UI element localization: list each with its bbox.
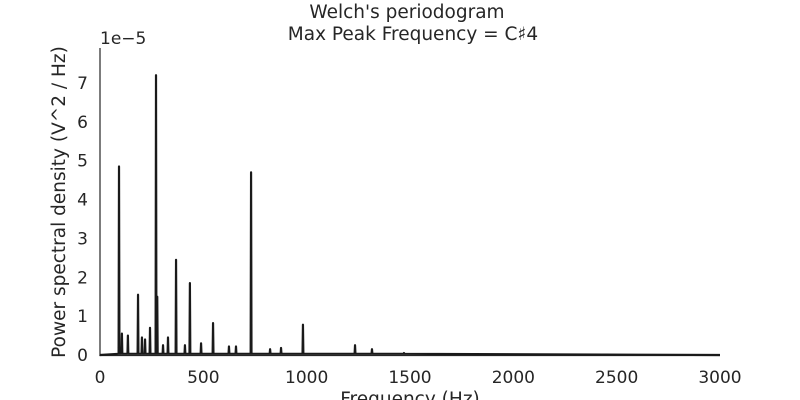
x-tick-label: 1000 xyxy=(285,368,328,388)
x-axis-label: Frequency (Hz) xyxy=(340,389,480,400)
chart-title: Welch's periodogram xyxy=(309,2,504,23)
chart-subtitle: Max Peak Frequency = C♯4 xyxy=(288,24,538,45)
x-tick-label: 1500 xyxy=(388,368,431,388)
y-tick-label: 0 xyxy=(77,346,88,366)
x-tick-label: 2000 xyxy=(492,368,535,388)
y-tick-label: 2 xyxy=(77,268,88,288)
x-tick-label: 2500 xyxy=(595,368,638,388)
y-tick-label: 1 xyxy=(77,307,88,327)
psd-line xyxy=(99,74,721,357)
y-tick-label: 3 xyxy=(77,229,88,249)
y-axis-label: Power spectral density (V^2 / Hz) xyxy=(49,46,70,358)
y-tick-label: 6 xyxy=(77,113,88,133)
y-tick-label: 7 xyxy=(77,74,88,94)
x-tick-label: 0 xyxy=(95,368,106,388)
x-tick-label: 3000 xyxy=(698,368,741,388)
y-tick-label: 5 xyxy=(77,152,88,172)
y-tick-label: 4 xyxy=(77,191,88,211)
y-offset-label: 1e−5 xyxy=(100,29,146,49)
x-tick-label: 500 xyxy=(187,368,219,388)
